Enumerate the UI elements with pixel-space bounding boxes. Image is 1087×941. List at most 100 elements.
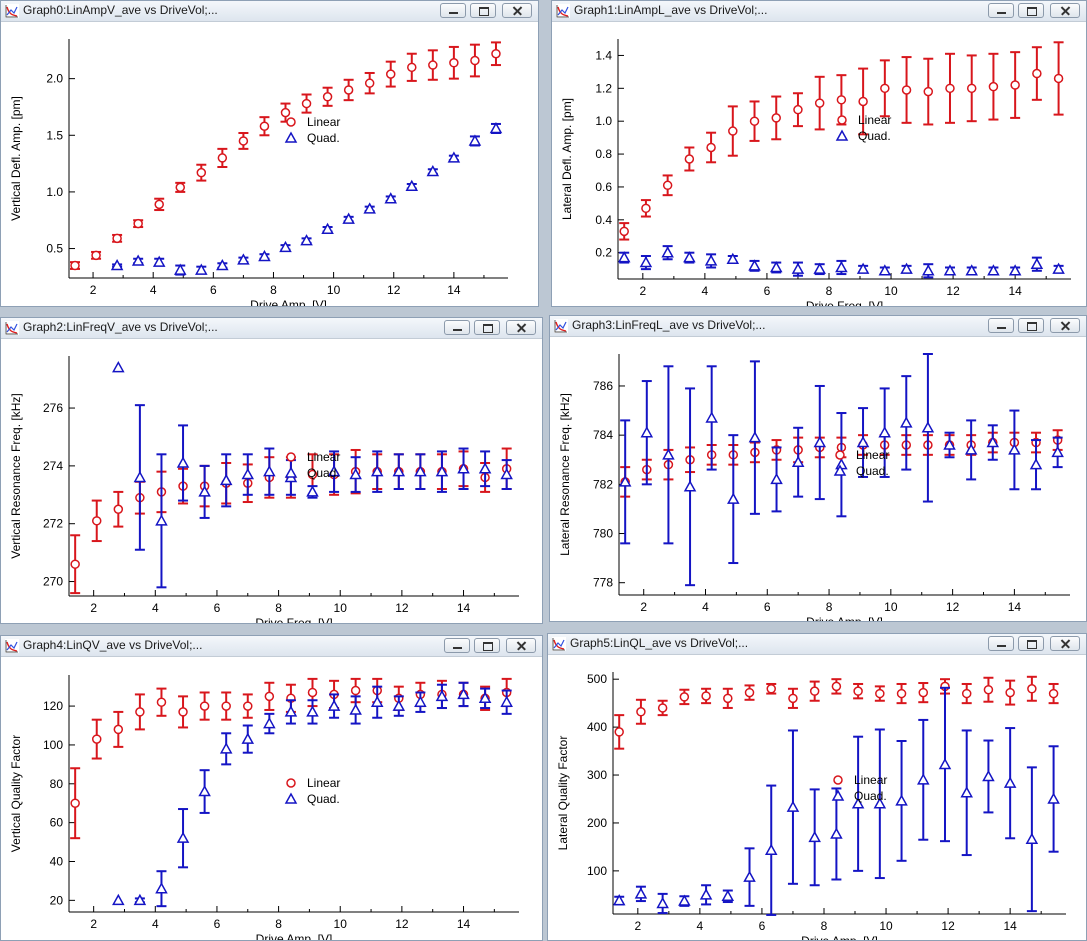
data-point	[176, 456, 190, 468]
y-tick-label: 782	[593, 477, 613, 491]
maximize-button[interactable]	[474, 320, 500, 335]
data-point	[856, 262, 870, 274]
graph4-titlebar[interactable]: Graph4:LinQV_ave vs DriveVol;...	[1, 636, 542, 657]
y-axis-label: Lateral Quality Factor	[556, 736, 570, 851]
data-point	[858, 96, 868, 107]
data-point	[284, 705, 298, 717]
x-tick-label: 8	[821, 919, 828, 933]
y-axis-label: Vertical Quality Factor	[9, 735, 23, 852]
x-tick-label: 8	[826, 284, 833, 298]
y-tick-label: 1.4	[595, 48, 612, 62]
x-axis-label: Drive Freq. [V]	[255, 616, 332, 623]
x-tick-label: 2	[90, 917, 97, 931]
data-point	[786, 800, 800, 812]
x-tick-label: 10	[884, 284, 898, 298]
series-quad	[618, 353, 1064, 587]
x-tick-label: 4	[697, 919, 704, 933]
graph4-window[interactable]: Graph4:LinQV_ave vs DriveVol;... 2 4 6 8 10 1…	[0, 635, 543, 941]
data-point	[135, 707, 145, 717]
data-point	[987, 264, 1000, 276]
data-point	[982, 769, 995, 782]
series-quad	[110, 121, 503, 276]
data-point	[199, 701, 210, 711]
data-point	[241, 468, 255, 480]
minimize-button[interactable]	[440, 3, 466, 18]
maximize-button[interactable]	[1018, 318, 1044, 333]
graph-app-icon	[5, 321, 19, 335]
data-point	[195, 263, 208, 275]
graph0-window[interactable]: Graph0:LinAmpV_ave vs DriveVol;... 2 4 6 8 1…	[0, 0, 539, 307]
x-tick-label: 12	[395, 601, 409, 615]
data-point	[221, 701, 231, 711]
minimize-button[interactable]	[988, 3, 1014, 18]
close-button[interactable]	[506, 638, 536, 653]
data-point	[683, 251, 696, 263]
legend-marker-linear	[835, 450, 845, 460]
data-point	[307, 469, 318, 480]
data-point	[873, 797, 887, 809]
graph4-plot: 2 4 6 8 10 12 14 20 40 60 80 100 120 Drive Amp. [V] Ve…	[9, 675, 519, 940]
data-point	[964, 443, 978, 455]
data-point	[349, 703, 362, 715]
x-tick-label: 12	[387, 283, 401, 297]
graph0-title: Graph0:LinAmpV_ave vs DriveVol;...	[23, 3, 218, 17]
graph1-titlebar[interactable]: Graph1:LinAmpL_ave vs DriveVol;...	[552, 1, 1086, 22]
data-point	[1052, 262, 1065, 274]
y-tick-label: 778	[593, 576, 613, 590]
graph1-window[interactable]: Graph1:LinAmpL_ave vs DriveVol;... 2 4 6 8 1…	[551, 0, 1087, 307]
x-tick-label: 6	[759, 919, 766, 933]
data-point	[131, 254, 145, 266]
close-button[interactable]	[1050, 318, 1080, 333]
graph2-titlebar[interactable]: Graph2:LinFreqV_ave vs DriveVol;...	[1, 318, 542, 339]
data-point	[500, 695, 513, 707]
data-point	[831, 681, 842, 692]
close-button[interactable]	[1050, 636, 1080, 651]
minimize-button[interactable]	[988, 636, 1014, 651]
minimize-button[interactable]	[444, 320, 470, 335]
legend-marker-quad	[833, 464, 847, 476]
legend-label: Linear	[858, 113, 891, 127]
graph5-titlebar[interactable]: Graph5:LinQL_ave vs DriveVol;...	[548, 634, 1086, 655]
data-point	[155, 514, 168, 526]
data-point	[263, 717, 276, 729]
data-point	[808, 830, 821, 843]
graph3-titlebar[interactable]: Graph3:LinFreqL_ave vs DriveVol;...	[550, 316, 1086, 337]
data-point	[327, 699, 341, 711]
maximize-button[interactable]	[1018, 3, 1044, 18]
y-tick-label: 270	[43, 575, 63, 589]
data-point	[175, 182, 186, 193]
data-point	[263, 465, 276, 477]
data-point	[364, 78, 375, 88]
maximize-button[interactable]	[1018, 636, 1044, 651]
graph5-title: Graph5:LinQL_ave vs DriveVol;...	[570, 636, 749, 650]
data-point	[721, 889, 735, 902]
data-point	[830, 827, 843, 839]
graph2-window[interactable]: Graph2:LinFreqV_ave vs DriveVol;... 2 4 6 8…	[0, 317, 543, 624]
data-point	[327, 465, 341, 477]
close-button[interactable]	[506, 320, 536, 335]
close-button[interactable]	[502, 3, 532, 18]
data-point	[813, 435, 827, 448]
data-point	[301, 98, 312, 109]
graph2-plot: 2 4 6 8 10 12 14 270 272 274 276 Drive Freq. [V] Ver…	[9, 356, 519, 623]
data-point	[321, 222, 334, 235]
data-point	[196, 167, 207, 178]
graph3-window[interactable]: Graph3:LinFreqL_ave vs DriveVol;... 2 4 6 8…	[549, 315, 1087, 622]
y-tick-label: 272	[43, 517, 63, 531]
graph5-window[interactable]: Graph5:LinQL_ave vs DriveVol;... 2 4 6 8 10 1…	[547, 633, 1087, 941]
close-button[interactable]	[1050, 3, 1080, 18]
maximize-button[interactable]	[474, 638, 500, 653]
data-point	[350, 685, 361, 696]
x-tick-label: 10	[334, 917, 348, 931]
minimize-button[interactable]	[988, 318, 1014, 333]
y-axis-label: Vertical Defl. Amp. [pm]	[9, 96, 23, 221]
maximize-button[interactable]	[470, 3, 496, 18]
data-point	[370, 695, 384, 707]
graph0-titlebar[interactable]: Graph0:LinAmpV_ave vs DriveVol;...	[1, 1, 538, 22]
minimize-button[interactable]	[444, 638, 470, 653]
data-point	[1053, 73, 1064, 84]
data-point	[895, 794, 908, 806]
graph4-title: Graph4:LinQV_ave vs DriveVol;...	[23, 638, 203, 652]
series-quad	[112, 681, 513, 908]
data-point	[1005, 687, 1015, 698]
